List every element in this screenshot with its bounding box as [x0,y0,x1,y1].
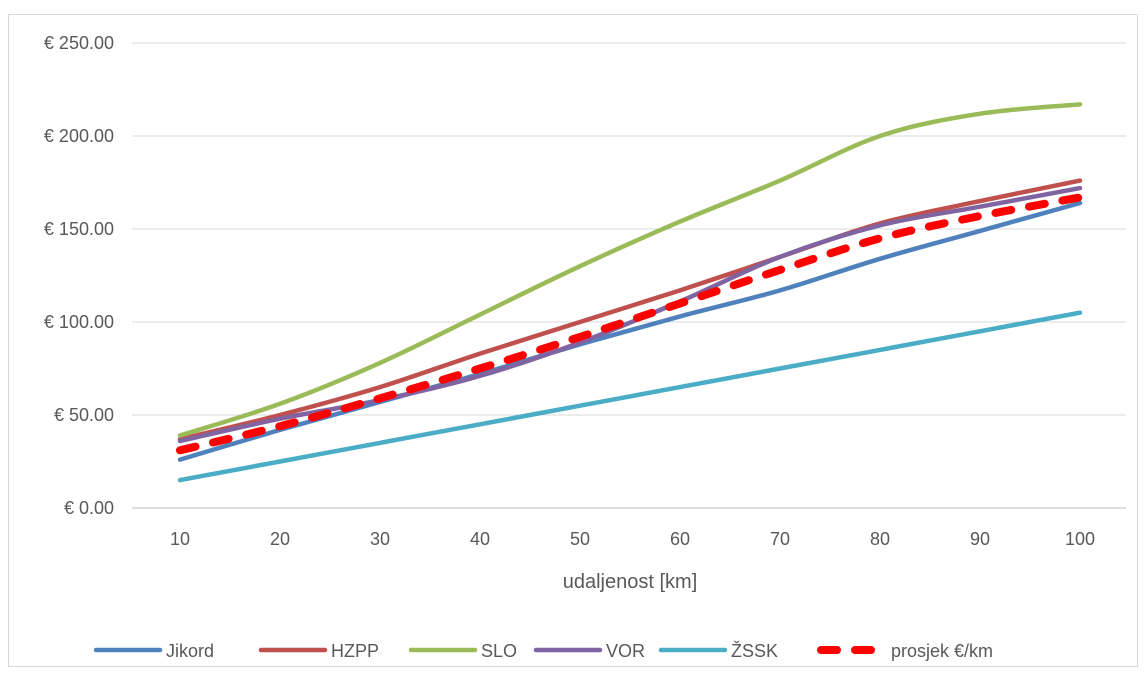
x-tick-label: 20 [270,529,290,549]
x-axis-title: udaljenost [km] [563,571,698,593]
x-tick-label: 100 [1065,529,1095,549]
legend-label: prosjek €/km [891,641,993,661]
y-tick-label: € 100.00 [44,312,114,332]
x-tick-label: 60 [670,529,690,549]
legend-label: VOR [606,641,645,661]
x-axis-ticks: 10 20 30 40 50 60 70 80 90 100 [170,529,1095,549]
x-tick-label: 10 [170,529,190,549]
x-tick-label: 80 [870,529,890,549]
y-tick-label: € 250.00 [44,33,114,53]
x-tick-label: 30 [370,529,390,549]
legend-label: HZPP [331,641,379,661]
series-line-5 [176,193,1084,455]
legend-label: ŽSSK [731,641,778,661]
y-tick-label: € 0.00 [64,498,114,518]
legend-label: SLO [481,641,517,661]
y-tick-label: € 150.00 [44,219,114,239]
series-line-4 [177,310,1083,483]
series-line-2 [177,102,1083,438]
x-tick-label: 40 [470,529,490,549]
legend-label: Jikord [166,641,214,661]
x-tick-label: 50 [570,529,590,549]
y-tick-label: € 200.00 [44,126,114,146]
y-axis-ticks: € 0.00 € 50.00 € 100.00 € 150.00 € 200.00 € 2… [44,33,114,518]
y-tick-label: € 50.00 [54,405,114,425]
series-line-3 [177,185,1083,444]
x-tick-label: 70 [770,529,790,549]
x-tick-label: 90 [970,529,990,549]
legend: Jikord HZPP SLO VOR ŽSSK prosjek €/km [93,641,993,661]
series-lines [176,102,1084,483]
series-line-1 [177,178,1083,442]
